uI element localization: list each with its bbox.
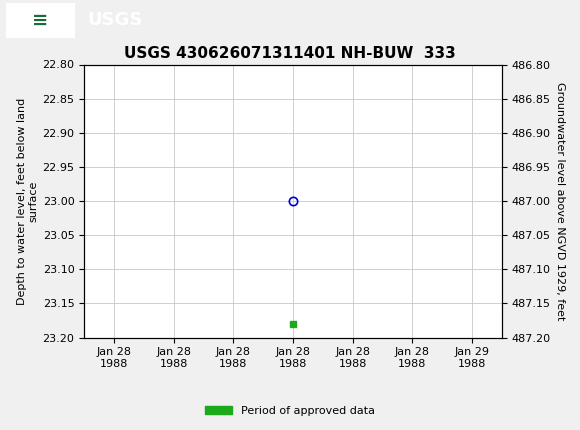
Text: USGS: USGS xyxy=(87,12,142,29)
FancyBboxPatch shape xyxy=(6,3,75,37)
Y-axis label: Depth to water level, feet below land
surface: Depth to water level, feet below land su… xyxy=(17,98,38,304)
Text: ≡: ≡ xyxy=(32,11,49,30)
Text: USGS 430626071311401 NH-BUW  333: USGS 430626071311401 NH-BUW 333 xyxy=(124,46,456,61)
Y-axis label: Groundwater level above NGVD 1929, feet: Groundwater level above NGVD 1929, feet xyxy=(554,82,565,320)
Legend: Period of approved data: Period of approved data xyxy=(200,401,380,420)
